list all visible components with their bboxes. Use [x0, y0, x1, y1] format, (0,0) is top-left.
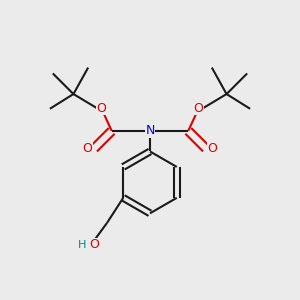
- Text: O: O: [208, 142, 218, 155]
- Text: O: O: [97, 102, 106, 115]
- Text: O: O: [82, 142, 92, 155]
- Text: O: O: [194, 102, 203, 115]
- Text: H: H: [78, 240, 86, 250]
- Text: O: O: [89, 238, 99, 251]
- Text: N: N: [145, 124, 155, 137]
